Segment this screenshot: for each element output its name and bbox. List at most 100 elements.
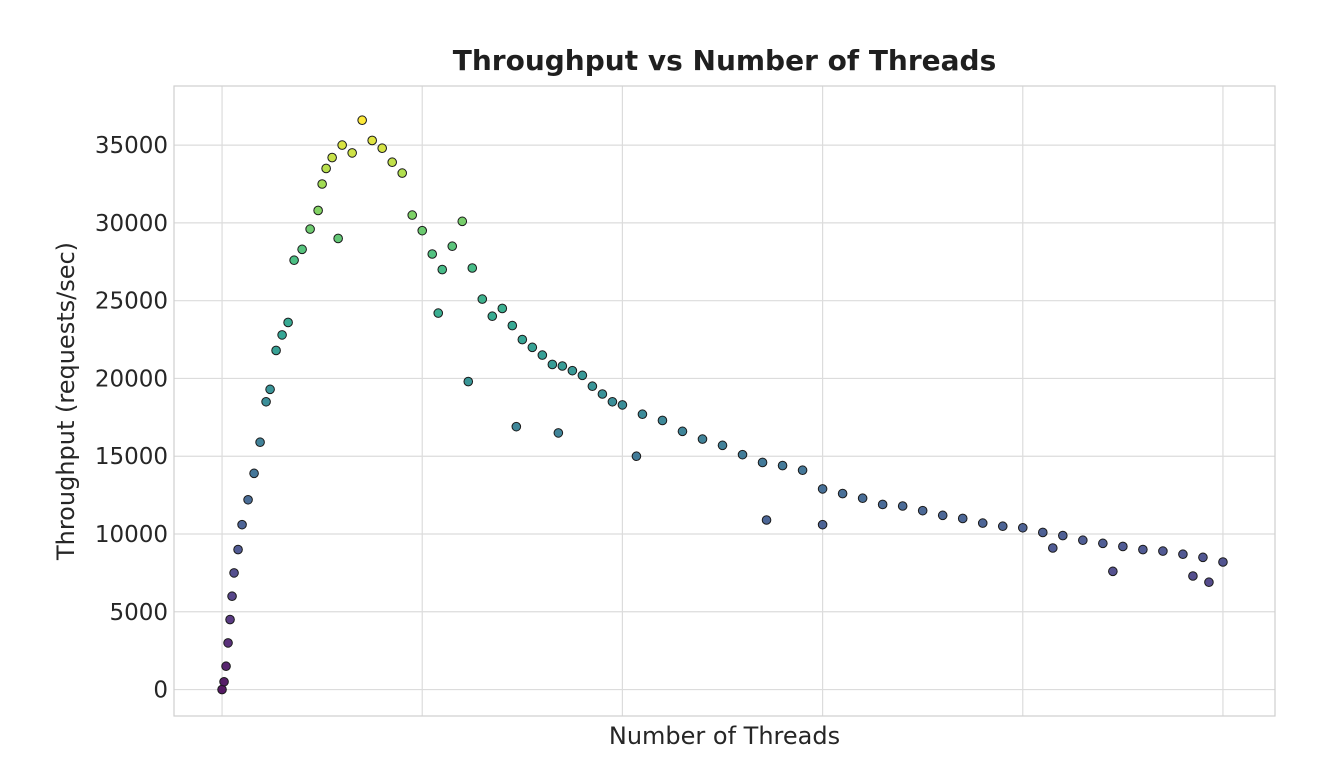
data-point	[937, 510, 948, 521]
data-point	[587, 381, 598, 392]
data-point	[387, 157, 397, 168]
y-tick-label: 30000	[95, 211, 168, 237]
data-point	[447, 241, 458, 252]
data-point	[227, 591, 237, 602]
data-point	[557, 361, 568, 371]
data-point	[487, 311, 498, 322]
data-point	[567, 365, 578, 376]
x-axis-label: Number of Threads	[608, 722, 841, 750]
data-point	[1037, 527, 1048, 538]
data-point	[607, 396, 618, 407]
data-point	[677, 426, 688, 437]
data-point	[697, 434, 708, 444]
data-point	[333, 233, 343, 244]
data-point	[477, 294, 488, 304]
data-point	[857, 493, 868, 504]
data-point	[407, 210, 418, 220]
data-point	[277, 330, 287, 340]
data-point	[223, 638, 233, 648]
data-point	[283, 317, 293, 328]
data-point	[817, 484, 828, 494]
data-point	[433, 308, 444, 318]
data-point	[417, 225, 428, 236]
data-point	[1078, 535, 1088, 546]
data-point	[313, 205, 323, 216]
data-point	[1178, 549, 1188, 560]
data-point	[237, 519, 247, 530]
data-point	[1017, 522, 1028, 533]
data-point	[289, 255, 299, 266]
data-point	[1158, 546, 1168, 556]
data-point	[1138, 544, 1148, 555]
data-point	[553, 428, 564, 438]
data-point	[1058, 530, 1068, 541]
data-point	[977, 518, 988, 528]
data-point	[457, 216, 468, 227]
data-point	[757, 457, 768, 468]
data-point	[1204, 577, 1214, 588]
data-point	[657, 415, 668, 426]
plot-frame	[173, 85, 1276, 717]
data-point	[957, 513, 968, 524]
data-point	[233, 544, 243, 555]
data-point	[511, 421, 522, 432]
data-point	[271, 345, 281, 356]
data-point	[507, 320, 518, 331]
data-point	[255, 437, 265, 448]
data-point	[427, 249, 438, 259]
data-point	[327, 152, 337, 163]
data-point	[377, 143, 387, 154]
data-point	[225, 614, 235, 625]
data-point	[1047, 543, 1058, 553]
data-point	[617, 400, 628, 410]
data-point	[737, 449, 748, 460]
data-point	[637, 409, 648, 420]
data-point	[463, 376, 474, 387]
data-point	[817, 519, 828, 530]
data-point	[897, 501, 908, 511]
data-point	[221, 661, 231, 672]
data-point	[357, 115, 367, 126]
data-point	[249, 468, 259, 479]
data-point	[347, 148, 357, 158]
data-point	[321, 163, 331, 174]
data-point	[917, 505, 928, 516]
data-point	[397, 168, 408, 178]
data-point	[1118, 541, 1128, 552]
data-point	[597, 389, 608, 399]
data-point	[297, 244, 307, 255]
data-point	[877, 499, 888, 510]
data-point	[467, 263, 478, 273]
y-tick-label: 0	[153, 678, 168, 704]
data-point	[517, 334, 528, 345]
data-point	[229, 568, 239, 578]
data-point	[1218, 557, 1228, 567]
data-point	[305, 224, 315, 234]
data-point	[337, 140, 347, 150]
data-point	[837, 488, 848, 499]
data-point	[717, 440, 728, 451]
data-point	[317, 179, 327, 189]
data-point	[243, 494, 253, 505]
data-point	[797, 465, 808, 476]
data-point	[777, 460, 788, 471]
data-point	[1198, 552, 1208, 563]
data-point	[261, 396, 271, 407]
y-tick-label: 5000	[109, 600, 168, 626]
data-point	[631, 451, 642, 462]
y-tick-label: 35000	[95, 133, 168, 159]
data-point	[761, 515, 772, 525]
data-point	[437, 264, 448, 275]
data-point	[547, 359, 558, 370]
data-point	[497, 303, 508, 314]
chart-title: Throughput vs Number of Threads	[452, 44, 997, 77]
data-point	[1188, 571, 1198, 581]
data-point	[265, 384, 275, 395]
data-point	[537, 350, 548, 360]
data-point	[219, 676, 229, 687]
y-tick-label: 10000	[95, 522, 168, 548]
data-point	[997, 521, 1008, 532]
data-point	[1108, 566, 1118, 577]
